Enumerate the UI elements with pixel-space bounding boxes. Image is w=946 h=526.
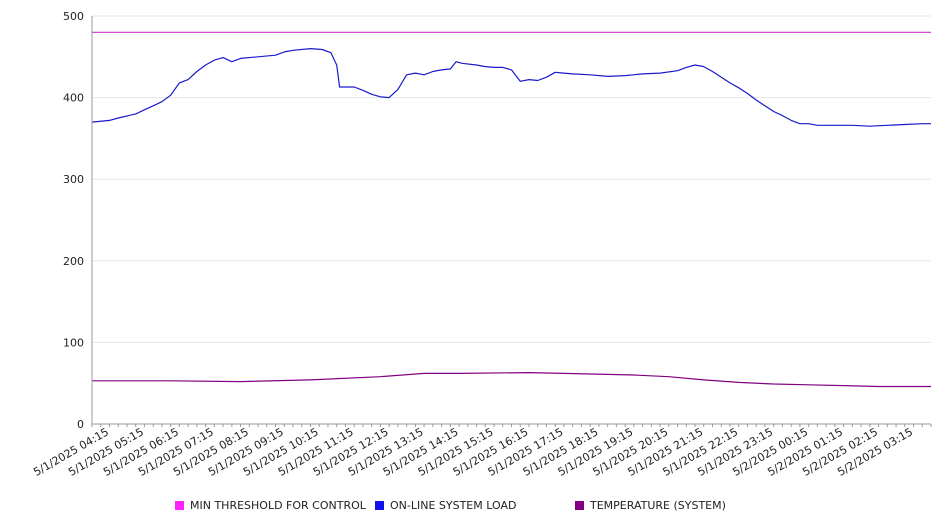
y-tick-label: 200 (63, 255, 84, 268)
legend-item-system-load[interactable]: ON-LINE SYSTEM LOAD (375, 499, 516, 512)
legend-label-temperature: TEMPERATURE (SYSTEM) (590, 499, 726, 512)
y-tick-label: 300 (63, 173, 84, 186)
series-line-system-load (91, 47, 931, 127)
legend-swatch-min-threshold (175, 501, 184, 510)
legend-label-min-threshold: MIN THRESHOLD FOR CONTROL (190, 499, 366, 512)
gridlines (92, 15, 931, 343)
x-tick-labels: 5/1/2025 04:155/1/2025 05:155/1/2025 06:… (31, 425, 915, 479)
legend-swatch-temperature (575, 501, 584, 510)
legend: MIN THRESHOLD FOR CONTROL ON-LINE SYSTEM… (0, 499, 946, 515)
y-tick-labels: 0 100 200 300 400 500 (63, 10, 84, 431)
legend-item-min-threshold[interactable]: MIN THRESHOLD FOR CONTROL (175, 499, 366, 512)
series-layer (91, 31, 931, 388)
series-line-temperature (92, 372, 931, 388)
x-tick-marks (91, 424, 932, 427)
legend-label-system-load: ON-LINE SYSTEM LOAD (390, 499, 517, 512)
y-tick-label: 100 (63, 336, 84, 349)
legend-swatch-system-load (375, 501, 384, 510)
legend-item-temperature[interactable]: TEMPERATURE (SYSTEM) (575, 499, 726, 512)
y-tick-label: 400 (63, 92, 84, 105)
y-tick-label: 0 (77, 418, 84, 431)
y-tick-label: 500 (63, 10, 84, 23)
